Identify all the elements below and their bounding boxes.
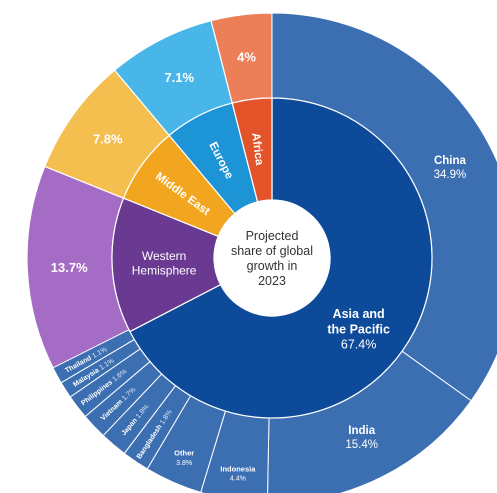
inner-label-asia-and-the-pacific: Asia and the Pacific 67.4% — [327, 307, 390, 352]
outer-label-india: India 15.4% — [345, 425, 378, 451]
center-hole — [214, 200, 330, 316]
outer-label-other: Other 3.8% — [174, 449, 194, 467]
inner-label-africa: Africa — [249, 132, 265, 166]
center-label: Projected share of global growth in 2023 — [231, 229, 313, 288]
outer-label-africa: 4% — [237, 49, 256, 64]
outer-label-western-hemisphere: 13.7% — [51, 260, 88, 275]
outer-label-indonesia: Indonesia 4.4% — [220, 464, 256, 482]
outer-label-china: China 34.9% — [434, 155, 467, 181]
outer-label-middle-east: 7.8% — [93, 131, 123, 146]
inner-ring — [111, 97, 433, 419]
outer-label-europe: 7.1% — [164, 70, 194, 85]
inner-label-western-hemisphere: Western Hemisphere — [132, 249, 197, 278]
